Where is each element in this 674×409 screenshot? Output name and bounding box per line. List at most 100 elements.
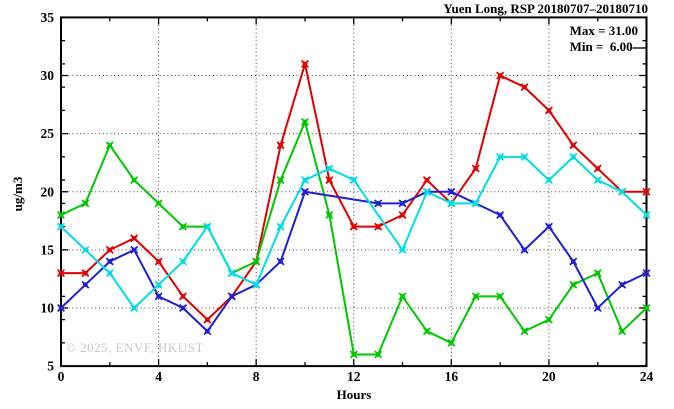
marker-shape [58, 212, 64, 218]
marker-shape [58, 224, 64, 229]
marker-shape [58, 305, 64, 311]
marker-shape [205, 328, 210, 334]
marker-day-20180707-red [544, 106, 553, 115]
marker-shape [278, 224, 283, 229]
marker-day-20180707-red [203, 315, 212, 324]
marker-shape [497, 212, 503, 218]
marker-shape [497, 73, 503, 78]
marker-day-20180710-cyan [471, 199, 480, 208]
marker-shape [449, 189, 454, 195]
marker-day-20180708-green [520, 327, 529, 336]
marker-day-20180708-green [178, 222, 187, 231]
marker-shape [644, 189, 649, 195]
marker-day-20180707-red [422, 176, 431, 185]
marker-day-20180708-green [325, 210, 334, 219]
marker-shape [522, 328, 527, 334]
marker-day-20180708-green [642, 303, 651, 312]
marker-shape [229, 270, 235, 276]
marker-day-20180708-green [544, 315, 553, 324]
marker-day-20180708-green [593, 269, 602, 278]
marker-day-20180710-cyan [154, 280, 163, 289]
marker-day-20180709-blue [56, 303, 66, 312]
x-tick-label-24: 24 [640, 369, 654, 384]
marker-shape [180, 224, 186, 229]
marker-shape [449, 201, 454, 206]
marker-day-20180709-blue [276, 257, 285, 266]
marker-day-20180709-blue [569, 257, 578, 266]
marker-shape [131, 235, 137, 241]
y-tick-label-15: 15 [41, 242, 55, 257]
marker-day-20180708-green [349, 350, 358, 359]
marker-day-20180710-cyan [276, 222, 285, 231]
marker-shape [424, 177, 430, 183]
y-tick-label-10: 10 [41, 300, 55, 315]
marker-shape [253, 282, 259, 288]
marker-shape [180, 305, 186, 311]
marker-day-20180710-cyan [300, 176, 309, 185]
marker-day-20180708-green [81, 199, 90, 208]
marker-day-20180710-cyan [81, 245, 90, 254]
marker-day-20180709-blue [593, 303, 602, 312]
marker-day-20180709-blue [374, 199, 383, 208]
marker-shape [619, 328, 625, 334]
marker-shape [351, 177, 357, 183]
marker-shape [58, 270, 64, 276]
marker-day-20180710-cyan [520, 152, 529, 161]
marker-shape [595, 270, 601, 276]
marker-shape [83, 247, 88, 253]
x-tick-label-20: 20 [542, 369, 556, 384]
marker-day-20180710-cyan [56, 222, 66, 231]
marker-shape [546, 224, 552, 229]
marker-shape [327, 212, 332, 218]
y-tick-label-20: 20 [41, 184, 55, 199]
marker-day-20180707-red [81, 269, 90, 278]
marker-day-20180707-red [349, 222, 358, 231]
y-tick-label-30: 30 [41, 68, 55, 83]
marker-shape [229, 294, 235, 299]
marker-day-20180710-cyan [593, 176, 602, 185]
marker-shape [327, 166, 332, 171]
marker-shape [424, 328, 430, 334]
marker-day-20180709-blue [154, 292, 163, 301]
marker-day-20180709-blue [544, 222, 553, 231]
marker-shape [351, 352, 357, 357]
marker-shape [571, 259, 576, 264]
marker-shape [546, 108, 552, 113]
marker-day-20180709-blue [105, 257, 114, 266]
marker-shape [473, 166, 479, 171]
marker-shape [253, 259, 259, 264]
marker-shape [571, 282, 576, 288]
marker-shape [449, 340, 454, 346]
marker-day-20180710-cyan [496, 152, 505, 161]
marker-day-20180708-green [56, 210, 66, 219]
marker-shape [107, 270, 113, 276]
marker-shape [644, 270, 649, 276]
marker-day-20180708-green [374, 350, 383, 359]
marker-day-20180708-green [252, 257, 261, 266]
marker-shape [278, 177, 283, 183]
marker-day-20180708-green [471, 292, 480, 301]
marker-day-20180707-red [325, 176, 334, 185]
watermark: © 2025, ENVF, HKUST [66, 340, 204, 355]
x-tick-label-4: 4 [155, 369, 162, 384]
marker-shape [107, 142, 113, 148]
marker-day-20180709-blue [618, 280, 627, 289]
min-value-label: Min = 6.00 [569, 39, 633, 54]
marker-day-20180707-red [276, 141, 285, 150]
marker-day-20180707-red [496, 71, 505, 80]
marker-day-20180709-blue [642, 269, 651, 278]
marker-shape [571, 142, 576, 148]
marker-shape [644, 212, 649, 218]
marker-shape [571, 154, 576, 160]
marker-day-20180710-cyan [569, 152, 578, 161]
marker-shape [595, 305, 601, 311]
marker-day-20180709-blue [227, 292, 236, 301]
marker-shape [473, 294, 479, 299]
marker-day-20180710-cyan [642, 210, 651, 219]
marker-shape [497, 294, 503, 299]
marker-day-20180710-cyan [178, 257, 187, 266]
marker-shape [180, 294, 186, 299]
marker-shape [156, 201, 161, 206]
x-tick-label-16: 16 [445, 369, 459, 384]
